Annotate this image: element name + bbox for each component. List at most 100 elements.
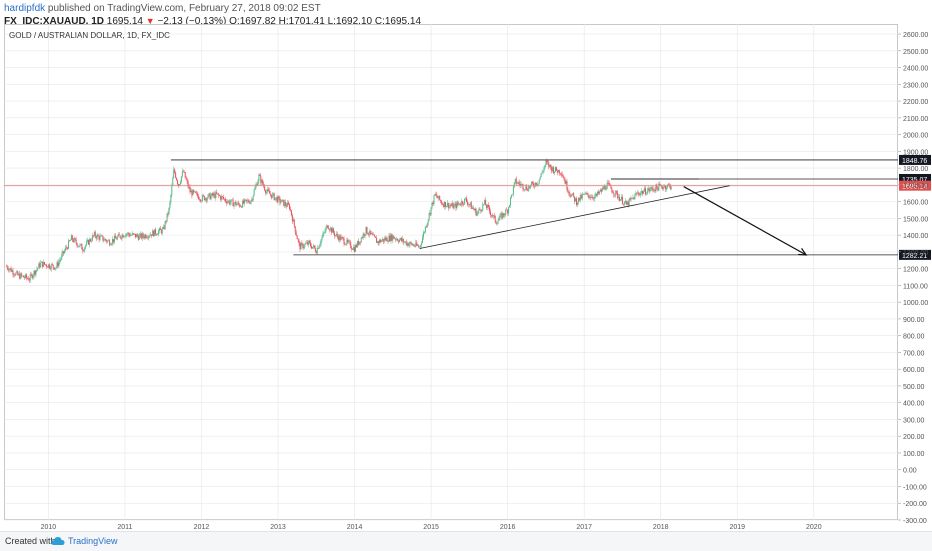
- candle-body: [531, 182, 533, 185]
- candle-body: [655, 184, 657, 192]
- author-link[interactable]: hardipfdk: [4, 3, 46, 14]
- candle-body: [35, 270, 37, 275]
- candle-body: [496, 223, 498, 225]
- candle-body: [512, 186, 514, 195]
- chart-frame[interactable]: 1848.76 1735.07 1282.21 1695.14 2600.00 2500…: [4, 24, 932, 531]
- candle-body: [76, 243, 78, 247]
- candle-body: [73, 238, 75, 242]
- candle-body: [532, 183, 534, 186]
- candle-body: [661, 185, 663, 188]
- candle-body: [554, 171, 556, 174]
- candle-body: [24, 274, 26, 278]
- price-chart[interactable]: 1848.76 1735.07 1282.21 1695.14 2600.00 2500…: [4, 24, 932, 531]
- candle-body: [177, 180, 179, 184]
- candle-body: [302, 243, 304, 248]
- candle-body: [462, 201, 464, 204]
- low-value: 1692.10: [335, 16, 373, 27]
- candle-body: [49, 268, 51, 270]
- candle-body: [40, 262, 42, 268]
- candle-body: [435, 193, 437, 195]
- candle-body: [207, 194, 209, 198]
- candle-body: [451, 203, 453, 206]
- candle-body: [627, 201, 629, 206]
- candle-body: [22, 275, 24, 277]
- y-tick-label: 1400.00: [903, 233, 928, 240]
- candle-body: [408, 244, 410, 246]
- candle-body: [525, 186, 527, 190]
- candle-body: [495, 221, 497, 224]
- candle-body: [569, 193, 571, 196]
- candle-body: [122, 234, 124, 238]
- candle-body: [425, 226, 427, 228]
- candle-body: [600, 189, 602, 192]
- candle-body: [649, 189, 651, 192]
- axes: 2600.00 2500.00 2400.00 2300.00 2200.00 2100.…: [41, 32, 929, 531]
- candle-body: [494, 215, 496, 222]
- candle-body: [405, 241, 407, 246]
- candle-body: [171, 185, 173, 196]
- candle-body: [506, 209, 508, 211]
- candle-body: [539, 176, 541, 180]
- candle-body: [556, 170, 558, 173]
- candle-body: [77, 246, 79, 247]
- candle-body: [301, 243, 303, 244]
- candle-body: [363, 233, 365, 236]
- candle-body: [98, 236, 100, 240]
- candle-body: [503, 213, 505, 216]
- candle-body: [136, 234, 138, 237]
- candle-body: [222, 196, 224, 199]
- candle-body: [18, 273, 20, 276]
- candle-body: [120, 237, 122, 239]
- candle-body: [149, 235, 151, 237]
- candle-body: [449, 205, 451, 206]
- candle-body: [446, 202, 448, 207]
- x-tick-label: 2020: [806, 524, 822, 531]
- candle-body: [393, 235, 395, 239]
- x-tick-label: 2014: [347, 524, 363, 531]
- y-tick-label: 2200.00: [903, 99, 928, 106]
- candle-body: [27, 278, 29, 281]
- forecast-arrow-line: [683, 186, 807, 256]
- candle-body: [204, 198, 206, 201]
- close-value: 1695.14: [384, 16, 422, 27]
- candle-body: [254, 187, 256, 191]
- candle-body: [95, 236, 97, 239]
- candle-body: [257, 181, 259, 186]
- candle-body: [623, 202, 625, 205]
- candle-body: [543, 167, 545, 172]
- candle-body: [203, 196, 205, 201]
- candle-body: [420, 245, 422, 247]
- candle-body: [646, 190, 648, 194]
- candle-body: [79, 244, 81, 247]
- y-tick-label: 2600.00: [903, 32, 928, 39]
- candle-body: [173, 169, 175, 179]
- candle-body: [418, 245, 420, 247]
- candle-body: [260, 175, 262, 183]
- candle-body: [576, 202, 578, 205]
- drawings: 1848.76 1735.07 1282.21 1695.14: [4, 154, 931, 260]
- candle-body: [406, 242, 408, 246]
- candle-body: [332, 228, 334, 233]
- candle-body: [51, 264, 53, 265]
- price-change: −2.13 (−0.13%): [157, 16, 227, 27]
- candle-body: [433, 195, 435, 204]
- candle-body: [650, 187, 652, 190]
- candle-body: [485, 199, 487, 206]
- candle-body: [412, 244, 414, 246]
- candle-body: [631, 198, 633, 199]
- tradingview-brand[interactable]: TradingView: [68, 536, 118, 546]
- candle-body: [123, 236, 125, 238]
- candle-body: [401, 238, 403, 241]
- candle-body: [521, 184, 523, 185]
- candle-body: [541, 172, 543, 174]
- candle-body: [174, 169, 176, 173]
- candle-body: [463, 203, 465, 205]
- candle-body: [54, 268, 56, 270]
- candle-body: [343, 238, 345, 245]
- candle-body: [209, 193, 211, 200]
- candle-body: [387, 241, 389, 242]
- candle-body: [143, 236, 145, 238]
- candle-body: [64, 250, 66, 254]
- high-value: 1701.41: [288, 16, 325, 27]
- candle-body: [119, 235, 121, 238]
